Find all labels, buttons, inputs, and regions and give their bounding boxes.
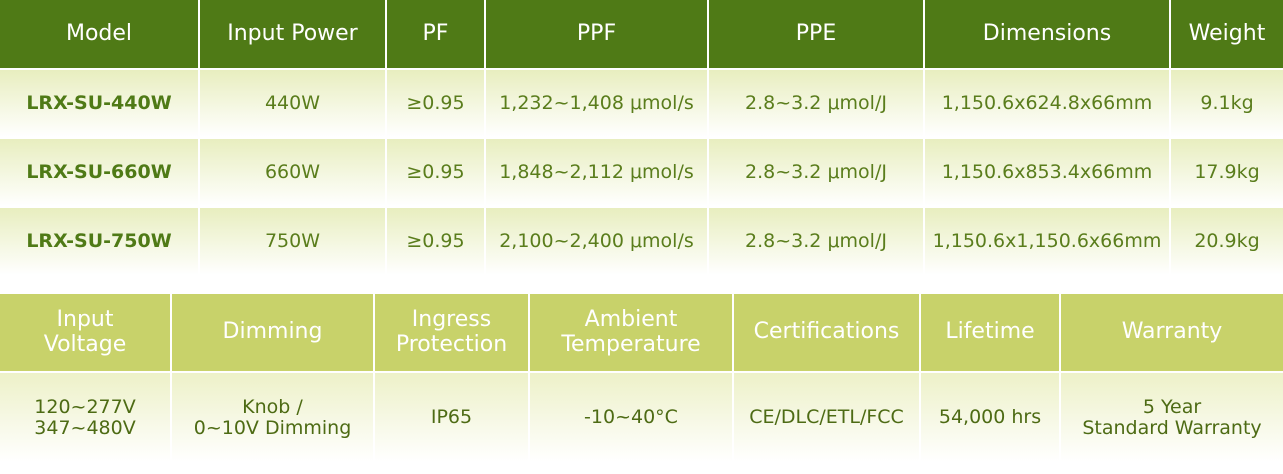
header-input-voltage: Input Voltage (0, 294, 172, 373)
cell-ppe: 2.8~3.2 μmol/J (709, 70, 925, 139)
value-line: Standard Warranty (1082, 416, 1262, 439)
header-ingress-protection: Ingress Protection (375, 294, 530, 373)
value-line: 54,000 hrs (938, 406, 1042, 429)
header-line: Lifetime (945, 319, 1035, 345)
header-pf: PF (387, 0, 486, 70)
header-ppf: PPF (486, 0, 709, 70)
header-certifications: Certifications (734, 294, 921, 373)
value-line: IP65 (430, 406, 473, 429)
header-line: Protection (395, 331, 508, 357)
value-line: -10~40°C (584, 406, 678, 429)
header-weight: Weight (1171, 0, 1283, 70)
header-model: Model (0, 0, 200, 70)
specs-table-models: Model Input Power PF PPF PPE Dimensions … (0, 0, 1283, 277)
header-line: Ingress (411, 307, 492, 333)
value-line: 347~480V (34, 416, 136, 439)
value-line: CE/DLC/ETL/FCC (749, 406, 904, 429)
cell-ppe: 2.8~3.2 μmol/J (709, 139, 925, 208)
header-line: Certifications (753, 319, 900, 345)
header-dimensions: Dimensions (925, 0, 1171, 70)
cell-ingress-protection: IP65 (375, 373, 530, 464)
cell-input-power: 440W (200, 70, 387, 139)
cell-weight: 9.1kg (1171, 70, 1283, 139)
header-dimming: Dimming (172, 294, 375, 373)
cell-input-power: 660W (200, 139, 387, 208)
cell-weight: 20.9kg (1171, 208, 1283, 277)
header-lifetime: Lifetime (921, 294, 1061, 373)
cell-ppf: 1,232~1,408 μmol/s (486, 70, 709, 139)
cell-pf: ≥0.95 (387, 139, 486, 208)
cell-model: LRX-SU-750W (0, 208, 200, 277)
value-line: 120~277V (34, 395, 136, 418)
header-line: Input (56, 307, 114, 333)
value-line: Knob / (242, 395, 303, 418)
cell-ppf: 1,848~2,112 μmol/s (486, 139, 709, 208)
cell-weight: 17.9kg (1171, 139, 1283, 208)
cell-ambient-temperature: -10~40°C (530, 373, 734, 464)
header-line: Ambient (584, 307, 678, 333)
cell-pf: ≥0.95 (387, 70, 486, 139)
cell-input-voltage: 120~277V 347~480V (0, 373, 172, 464)
header-input-power: Input Power (200, 0, 387, 70)
cell-dimming: Knob /0~10V Dimming (172, 373, 375, 464)
cell-dimensions: 1,150.6x624.8x66mm (925, 70, 1171, 139)
header-line: Temperature (561, 331, 701, 357)
cell-certifications: CE/DLC/ETL/FCC (734, 373, 921, 464)
value-line: 0~10V Dimming (193, 416, 352, 439)
cell-model: LRX-SU-440W (0, 70, 200, 139)
header-warranty: Warranty (1061, 294, 1283, 373)
specs-table-general: Input Voltage Dimming Ingress Protection A… (0, 294, 1283, 464)
cell-dimensions: 1,150.6x1,150.6x66mm (925, 208, 1171, 277)
cell-ppf: 2,100~2,400 μmol/s (486, 208, 709, 277)
cell-ppe: 2.8~3.2 μmol/J (709, 208, 925, 277)
cell-pf: ≥0.95 (387, 208, 486, 277)
header-line: Warranty (1121, 319, 1223, 345)
header-line: Voltage (43, 331, 127, 357)
cell-dimensions: 1,150.6x853.4x66mm (925, 139, 1171, 208)
cell-input-power: 750W (200, 208, 387, 277)
cell-warranty: 5 Year Standard Warranty (1061, 373, 1283, 464)
header-line: Dimming (222, 319, 323, 345)
value-line: 5 Year (1142, 395, 1202, 418)
cell-lifetime: 54,000 hrs (921, 373, 1061, 464)
header-ambient-temperature: Ambient Temperature (530, 294, 734, 373)
cell-model: LRX-SU-660W (0, 139, 200, 208)
header-ppe: PPE (709, 0, 925, 70)
